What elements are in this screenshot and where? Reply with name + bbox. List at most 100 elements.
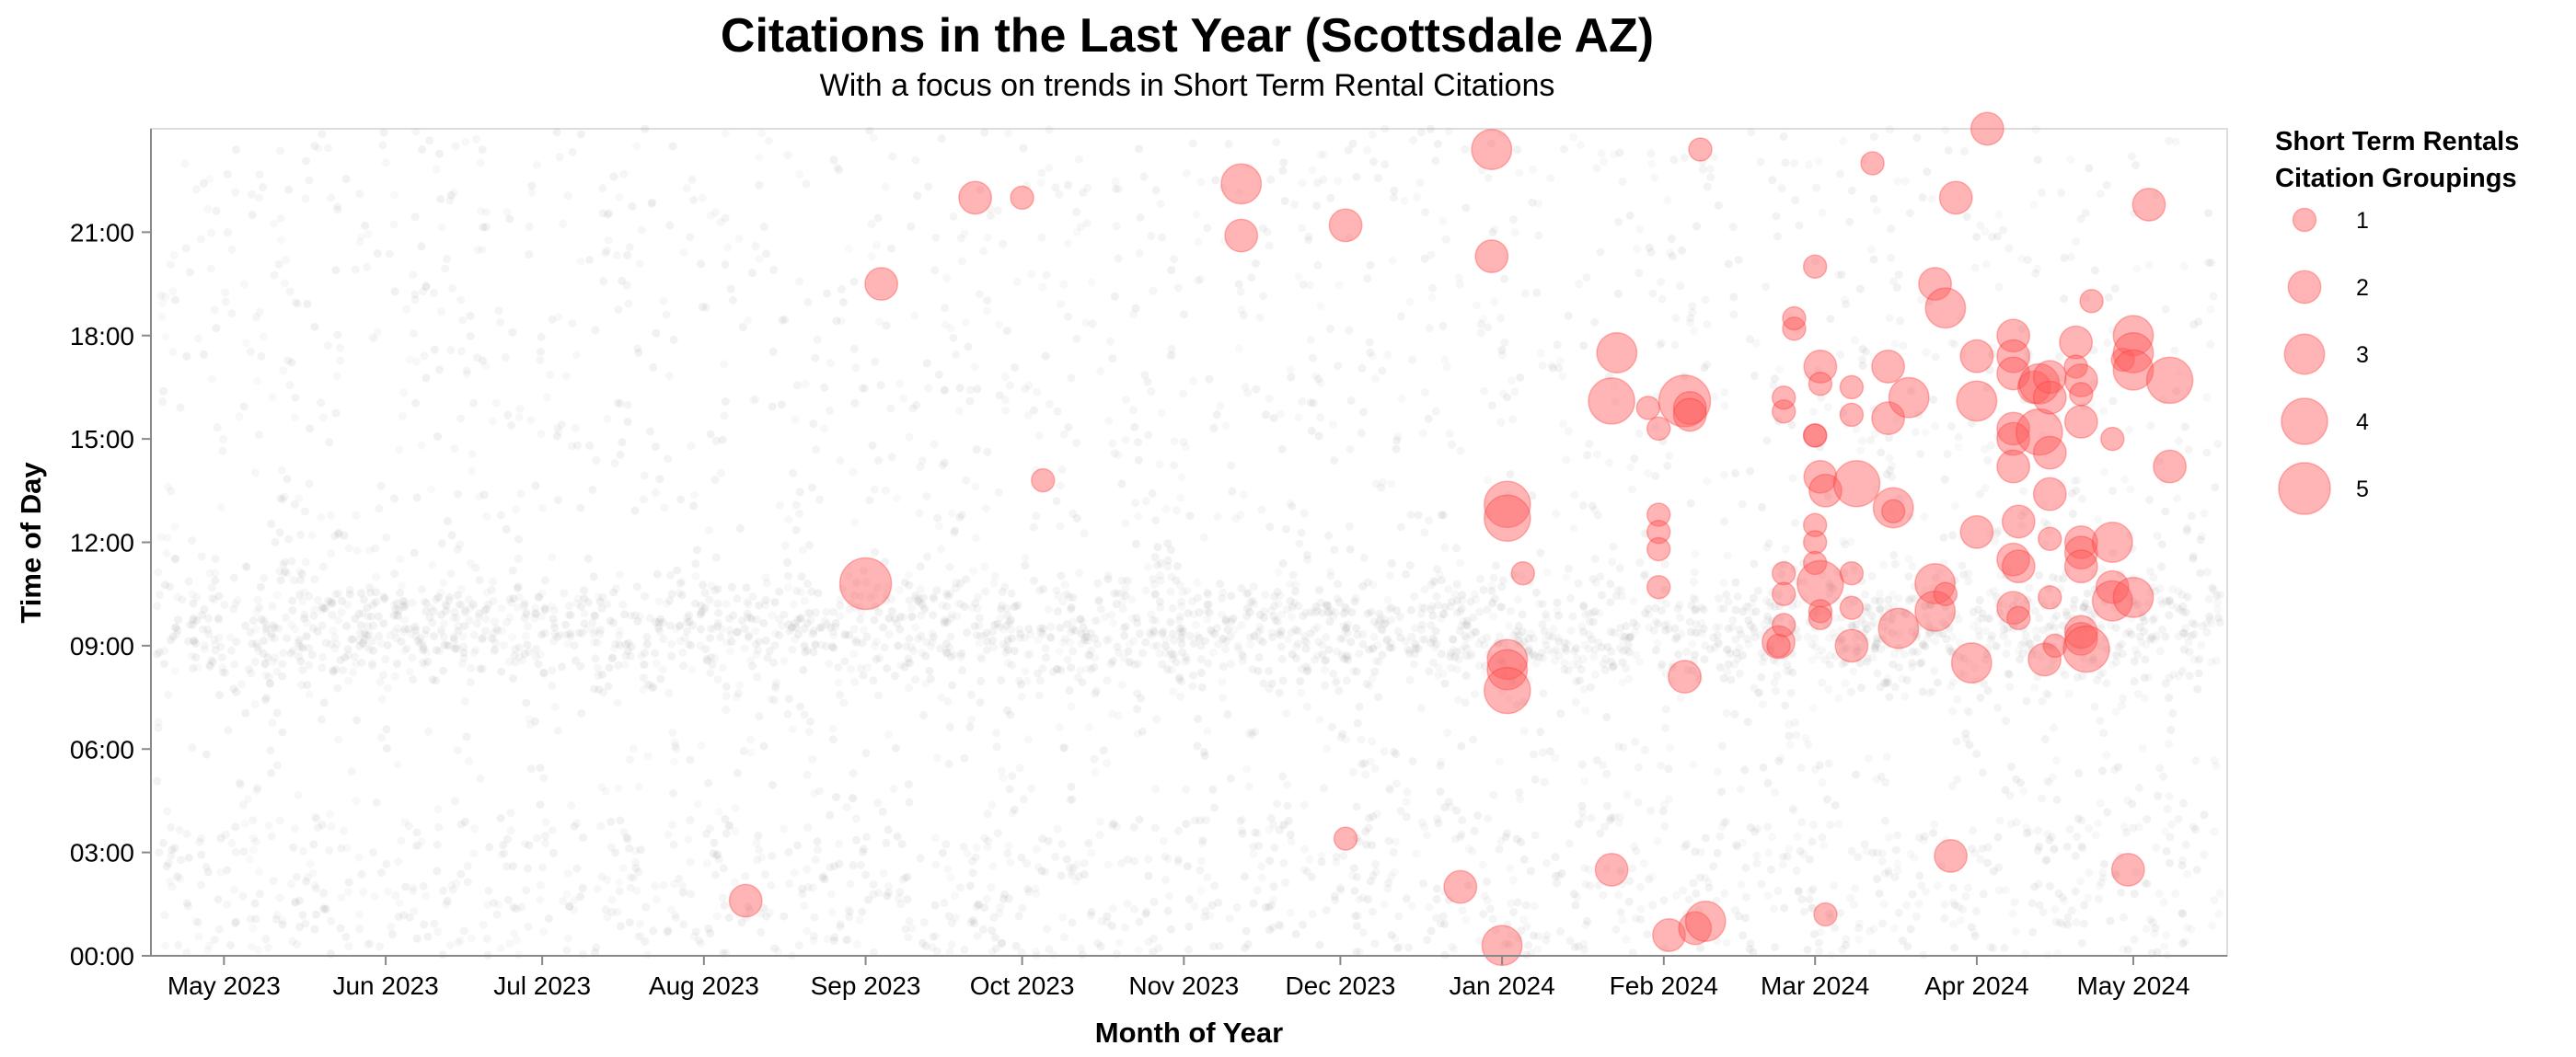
background-citation-point [588,618,597,627]
background-citation-point [1041,644,1050,653]
background-citation-point [2189,320,2198,329]
background-citation-point [800,710,809,719]
background-citation-point [1568,612,1577,621]
background-citation-point [347,767,356,776]
background-citation-point [710,476,720,485]
background-citation-point [450,797,459,806]
background-citation-point [2099,582,2108,592]
background-citation-point [2165,694,2174,702]
background-citation-point [2177,909,2187,917]
background-citation-point [578,949,587,959]
background-citation-point [1090,662,1099,672]
background-citation-point [1175,624,1184,633]
background-citation-point [1452,580,1461,589]
background-citation-point [1880,868,1889,878]
background-citation-point [445,592,454,602]
background-citation-point [1518,610,1527,619]
background-citation-point [446,569,456,579]
background-citation-point [1812,183,1821,192]
background-citation-point [1046,632,1056,641]
background-citation-point [2181,840,2190,849]
background-citation-point [608,653,618,662]
background-citation-point [1981,227,1990,236]
background-citation-point [2030,606,2039,615]
background-citation-point [1041,653,1050,662]
background-citation-point [520,599,529,607]
background-citation-point [355,910,364,919]
background-citation-point [1373,174,1382,183]
background-citation-point [2191,756,2201,765]
background-citation-point [626,611,635,620]
background-citation-point [2205,612,2214,621]
background-citation-point [1549,625,1558,634]
background-citation-point [1124,647,1133,656]
background-citation-point [1159,836,1168,845]
background-citation-point [1261,591,1270,599]
background-citation-point [390,494,399,503]
background-citation-point [737,918,746,927]
background-citation-point [286,649,295,658]
background-citation-point [1948,883,1958,892]
background-citation-point [1488,914,1497,924]
background-citation-point [1368,737,1377,746]
background-citation-point [1254,622,1264,631]
background-citation-point [700,589,710,598]
background-citation-point [1921,428,1930,437]
background-citation-point [809,419,818,429]
background-citation-point [972,445,981,454]
background-citation-point [1973,617,1982,626]
background-citation-point [995,909,1004,918]
background-citation-point [1468,846,1477,856]
background-citation-point [1337,652,1346,661]
background-citation-point [574,628,583,638]
background-citation-point [1325,324,1334,333]
background-citation-point [668,142,677,151]
background-citation-point [2165,792,2174,801]
background-citation-point [2084,893,2093,902]
background-citation-point [176,874,185,883]
background-citation-point [593,638,602,647]
background-citation-point [1619,647,1628,656]
background-citation-point [305,479,314,488]
background-citation-point [1788,474,1797,483]
background-citation-point [1811,765,1820,774]
background-citation-point [399,388,409,397]
background-citation-point [1288,603,1297,613]
background-citation-point [336,343,345,352]
background-citation-point [1783,661,1792,670]
background-citation-point [1484,323,1493,332]
background-citation-point [1933,678,1942,687]
background-citation-point [1447,802,1456,811]
background-citation-point [2213,440,2223,449]
background-citation-point [594,671,603,680]
background-citation-point [691,927,700,936]
background-citation-point [2050,844,2059,853]
background-citation-point [1731,468,1739,477]
background-citation-point [796,588,805,597]
background-citation-point [589,572,598,581]
background-citation-point [311,884,320,893]
background-citation-point [1412,849,1421,858]
background-citation-point [1277,444,1287,454]
background-citation-point [1585,630,1594,639]
background-citation-point [1631,738,1640,746]
background-citation-point [1424,414,1433,423]
background-citation-point [1461,641,1470,650]
background-citation-point [882,321,891,330]
background-citation-point [410,548,419,557]
background-citation-point [578,884,587,893]
background-citation-point [1853,653,1862,662]
background-citation-point [1169,687,1178,695]
background-citation-point [376,868,386,878]
background-citation-point [1647,159,1657,168]
background-citation-point [1369,871,1378,880]
background-citation-point [441,264,450,273]
background-citation-point [1691,549,1700,558]
background-citation-point [1300,509,1309,518]
background-citation-point [156,291,166,300]
background-citation-point [1445,429,1454,438]
background-citation-point [1723,551,1732,560]
background-citation-point [1153,543,1162,552]
background-citation-point [771,682,780,691]
background-citation-point [1873,875,1882,884]
